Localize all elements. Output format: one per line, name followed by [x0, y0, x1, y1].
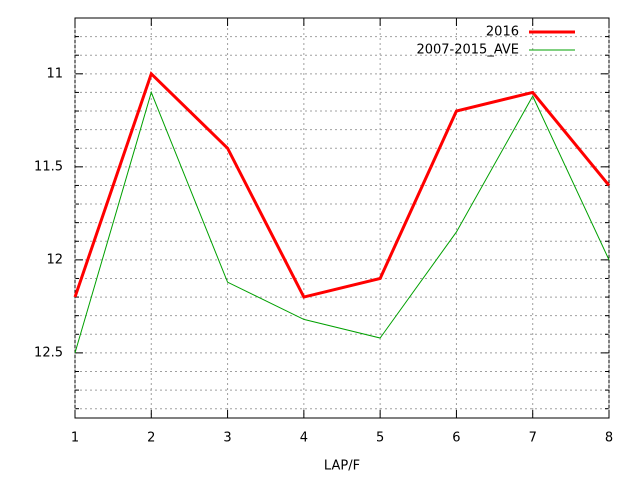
- x-tick-label: 4: [300, 431, 308, 446]
- x-tick-label: 5: [376, 431, 384, 446]
- y-tick-label: 11: [46, 66, 63, 81]
- y-tick-label: 12.5: [34, 345, 63, 360]
- series-line: [73, 71, 611, 299]
- x-tick-label: 8: [605, 431, 613, 446]
- legend-label: 2007-2015_AVE: [416, 43, 519, 58]
- x-tick-label: 1: [71, 431, 79, 446]
- legend-label: 2016: [486, 25, 519, 40]
- y-tick-label: 12: [46, 252, 63, 267]
- y-tick-label: 11.5: [34, 159, 63, 174]
- x-tick-label: 3: [223, 431, 231, 446]
- x-axis-label: LAP/F: [324, 459, 360, 474]
- series-line: [74, 90, 610, 354]
- x-tick-label: 2: [147, 431, 155, 446]
- x-tick-label: 7: [529, 431, 537, 446]
- x-tick-label: 6: [452, 431, 460, 446]
